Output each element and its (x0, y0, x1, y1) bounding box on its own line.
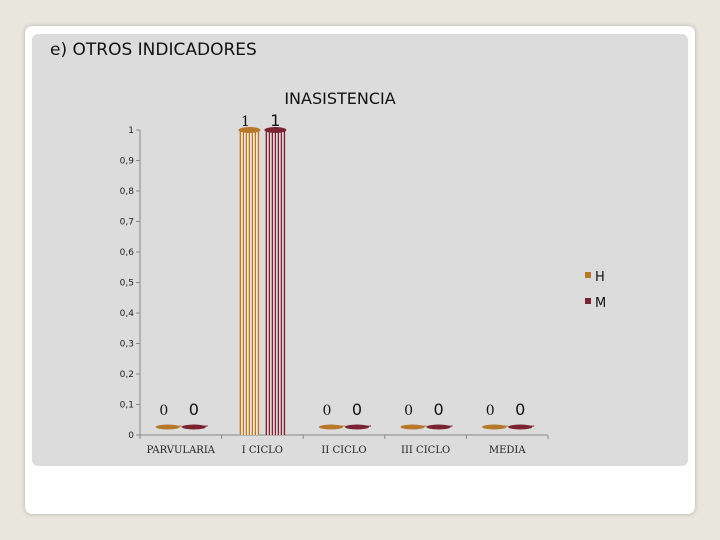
data-label: 1 (270, 111, 280, 130)
bar-sliver (482, 425, 509, 428)
data-label: 0 (159, 403, 168, 419)
y-tick-label: 0,5 (120, 279, 134, 289)
bar-sliver (181, 425, 208, 428)
data-label: 0 (515, 400, 525, 419)
y-tick-label: 0,8 (120, 187, 135, 197)
data-label: 0 (189, 400, 199, 419)
x-category-label: I CICLO (242, 445, 283, 456)
bar-sliver (426, 425, 453, 428)
y-tick-label: 0,3 (120, 340, 134, 350)
bar-cap (238, 127, 261, 133)
bar-sliver (344, 425, 372, 428)
y-tick-label: 0,9 (120, 157, 135, 167)
legend-label-H: H (595, 270, 605, 285)
y-tick-label: 0,7 (120, 218, 134, 228)
legend-swatch-H (585, 272, 591, 278)
legend-swatch-M (585, 298, 591, 304)
data-label: 0 (404, 403, 413, 419)
y-tick-label: 0,6 (120, 248, 135, 258)
bar-sliver (155, 425, 182, 428)
data-label: 1 (241, 114, 250, 130)
chart-panel (32, 34, 688, 466)
bar-cap (264, 127, 287, 133)
y-tick-label: 0,4 (120, 309, 135, 319)
x-category-label: II CICLO (321, 445, 366, 456)
x-category-label: MEDIA (489, 445, 527, 456)
bar-sliver (400, 425, 427, 428)
data-label: 0 (352, 400, 362, 419)
data-label: 0 (323, 403, 332, 419)
x-category-label: III CICLO (401, 445, 450, 456)
y-tick-label: 1 (128, 126, 134, 136)
data-label: 0 (434, 400, 444, 419)
bar-sliver (318, 425, 346, 428)
bar-sliver (508, 425, 535, 428)
y-tick-label: 0,2 (120, 370, 134, 380)
chart-title: INASISTENCIA (284, 89, 395, 108)
x-category-label: PARVULARIA (147, 445, 216, 456)
y-tick-label: 0,1 (120, 401, 134, 411)
slide-heading: e) OTROS INDICADORES (50, 40, 257, 60)
legend-label-M: M (595, 296, 606, 311)
data-label: 0 (486, 403, 495, 419)
y-tick-label: 0 (128, 431, 134, 441)
